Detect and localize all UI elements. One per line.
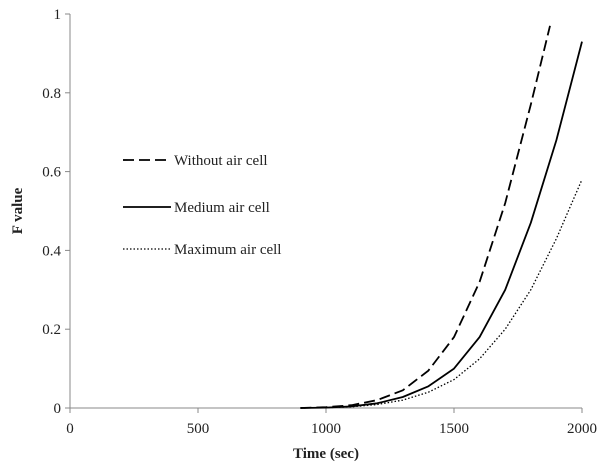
- legend: Without air cell Medium air cell Maximum a…: [123, 153, 281, 258]
- series-lines: [300, 25, 583, 409]
- series-line-maximum-air-cell: [300, 179, 583, 409]
- y-tick-label: 0.8: [42, 86, 61, 102]
- legend-label: Maximum air cell: [174, 242, 281, 258]
- x-tick-label: 500: [187, 421, 210, 437]
- series-line-medium-air-cell: [300, 41, 583, 409]
- legend-label: Without air cell: [174, 153, 268, 169]
- y-tick-label: 1: [54, 7, 62, 23]
- y-axis-title: F value: [10, 187, 26, 234]
- x-tick-label: 1500: [439, 421, 469, 437]
- axes: 0 0.2 0.4 0.6 0.8 1 0 500 1000 1500 2000: [42, 7, 597, 437]
- x-axis-title: Time (sec): [293, 446, 359, 462]
- x-tick-label: 2000: [567, 421, 597, 437]
- y-tick-label: 0.6: [42, 165, 61, 181]
- legend-label: Medium air cell: [174, 200, 270, 216]
- x-tick-label: 0: [66, 421, 74, 437]
- y-tick-label: 0.4: [42, 243, 61, 259]
- y-tick-label: 0.2: [42, 322, 61, 338]
- x-tick-label: 1000: [311, 421, 341, 437]
- series-line-without-air-cell: [300, 25, 551, 409]
- y-tick-label: 0: [54, 401, 62, 417]
